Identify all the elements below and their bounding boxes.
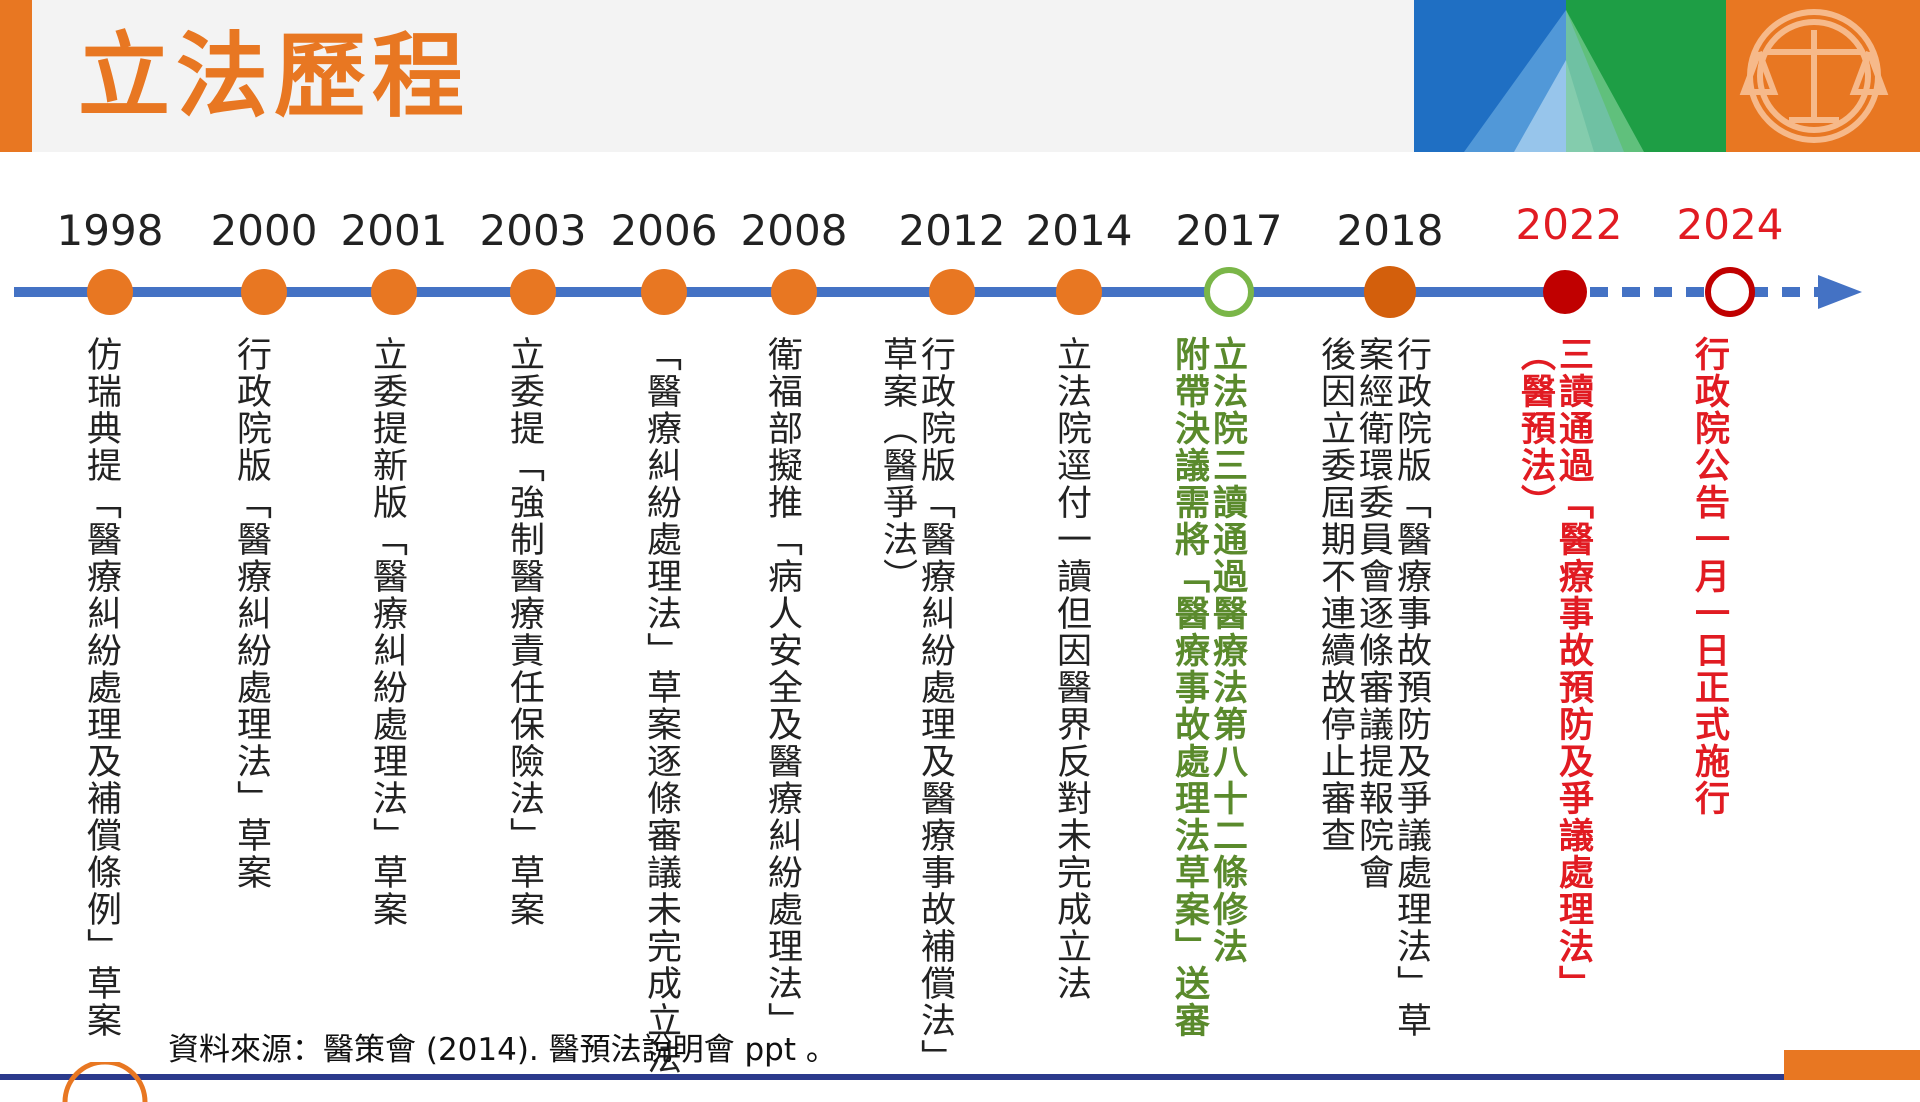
footer-accent: [1784, 1050, 1920, 1080]
timeline-event-text: 行政院版「醫療糾紛處理及醫療事故補償法」 草案（醫爭法）: [877, 336, 955, 1076]
timeline-event-text: 仿瑞典提「醫療糾紛處理及補償條例」草案: [81, 336, 121, 1039]
timeline-year: 2006: [610, 206, 718, 255]
scales-emblem-icon: [1739, 9, 1889, 143]
timeline-year: 2000: [210, 206, 318, 255]
timeline-marker: [929, 269, 975, 315]
timeline-event-text: 立委提「強制醫療責任保險法」草案: [504, 336, 544, 928]
timeline-event-text: 立法院逕付一讀但因醫界反對未完成立法: [1051, 336, 1091, 1002]
timeline-marker: [510, 269, 556, 315]
timeline-event-text: 行政院版「醫療事故預防及爭議處理法」草 案經衛環委員會逐條審議提報院會 後因立委…: [1315, 336, 1431, 1039]
header-accent-bar: [0, 0, 32, 152]
timeline-marker: [771, 269, 817, 315]
timeline-marker: [87, 269, 133, 315]
timeline-year: 2003: [479, 206, 587, 255]
timeline-year: 2012: [898, 206, 1006, 255]
timeline-event-text: 三讀通過「醫療事故預防及爭議處理法」 （醫預法）: [1515, 336, 1593, 1002]
timeline-event-text: 衛福部擬推「病人安全及醫療糾紛處理法」: [762, 336, 802, 1039]
brand-logo-block: [1414, 0, 1920, 152]
timeline-track: [14, 266, 1862, 318]
timeline-marker-hollow: [1204, 267, 1254, 317]
footer-line: [0, 1074, 1920, 1080]
timeline-event-text: 行政院版「醫療糾紛處理法」草案: [231, 336, 271, 891]
timeline-marker-hollow: [1705, 267, 1755, 317]
timeline-year: 2014: [1025, 206, 1133, 255]
timeline-marker: [641, 269, 687, 315]
timeline-marker: [241, 269, 287, 315]
arrow-right-icon: [1818, 275, 1862, 309]
timeline-event-text: 立委提新版「醫療糾紛處理法」草案: [367, 336, 407, 928]
timeline-marker: [1364, 266, 1416, 318]
footer-logo-icon: [62, 1062, 148, 1102]
timeline-year: 2008: [740, 206, 848, 255]
timeline-event-text: 「醫療糾紛處理法」草案逐條審議未完成立法: [641, 336, 681, 1076]
timeline-event-text: 行政院公告一月一日正式施行: [1689, 336, 1729, 817]
timeline-marker: [371, 269, 417, 315]
timeline-year: 2024: [1676, 200, 1784, 249]
timeline-year: 2022: [1515, 200, 1623, 249]
timeline-year: 2018: [1336, 206, 1444, 255]
timeline-year: 1998: [56, 206, 164, 255]
timeline-year: 2001: [340, 206, 448, 255]
source-citation: 資料來源：醫策會 (2014). 醫預法說明會 ppt 。: [168, 1032, 837, 1068]
timeline-event-text: 立法院三讀通過醫療法第八十二條修法 附帶決議需將「醫療事故處理法草案」送審: [1169, 336, 1247, 1039]
timeline-marker: [1543, 270, 1587, 314]
page-title: 立法歷程: [78, 23, 471, 130]
timeline-marker: [1056, 269, 1102, 315]
timeline-year: 2017: [1175, 206, 1283, 255]
